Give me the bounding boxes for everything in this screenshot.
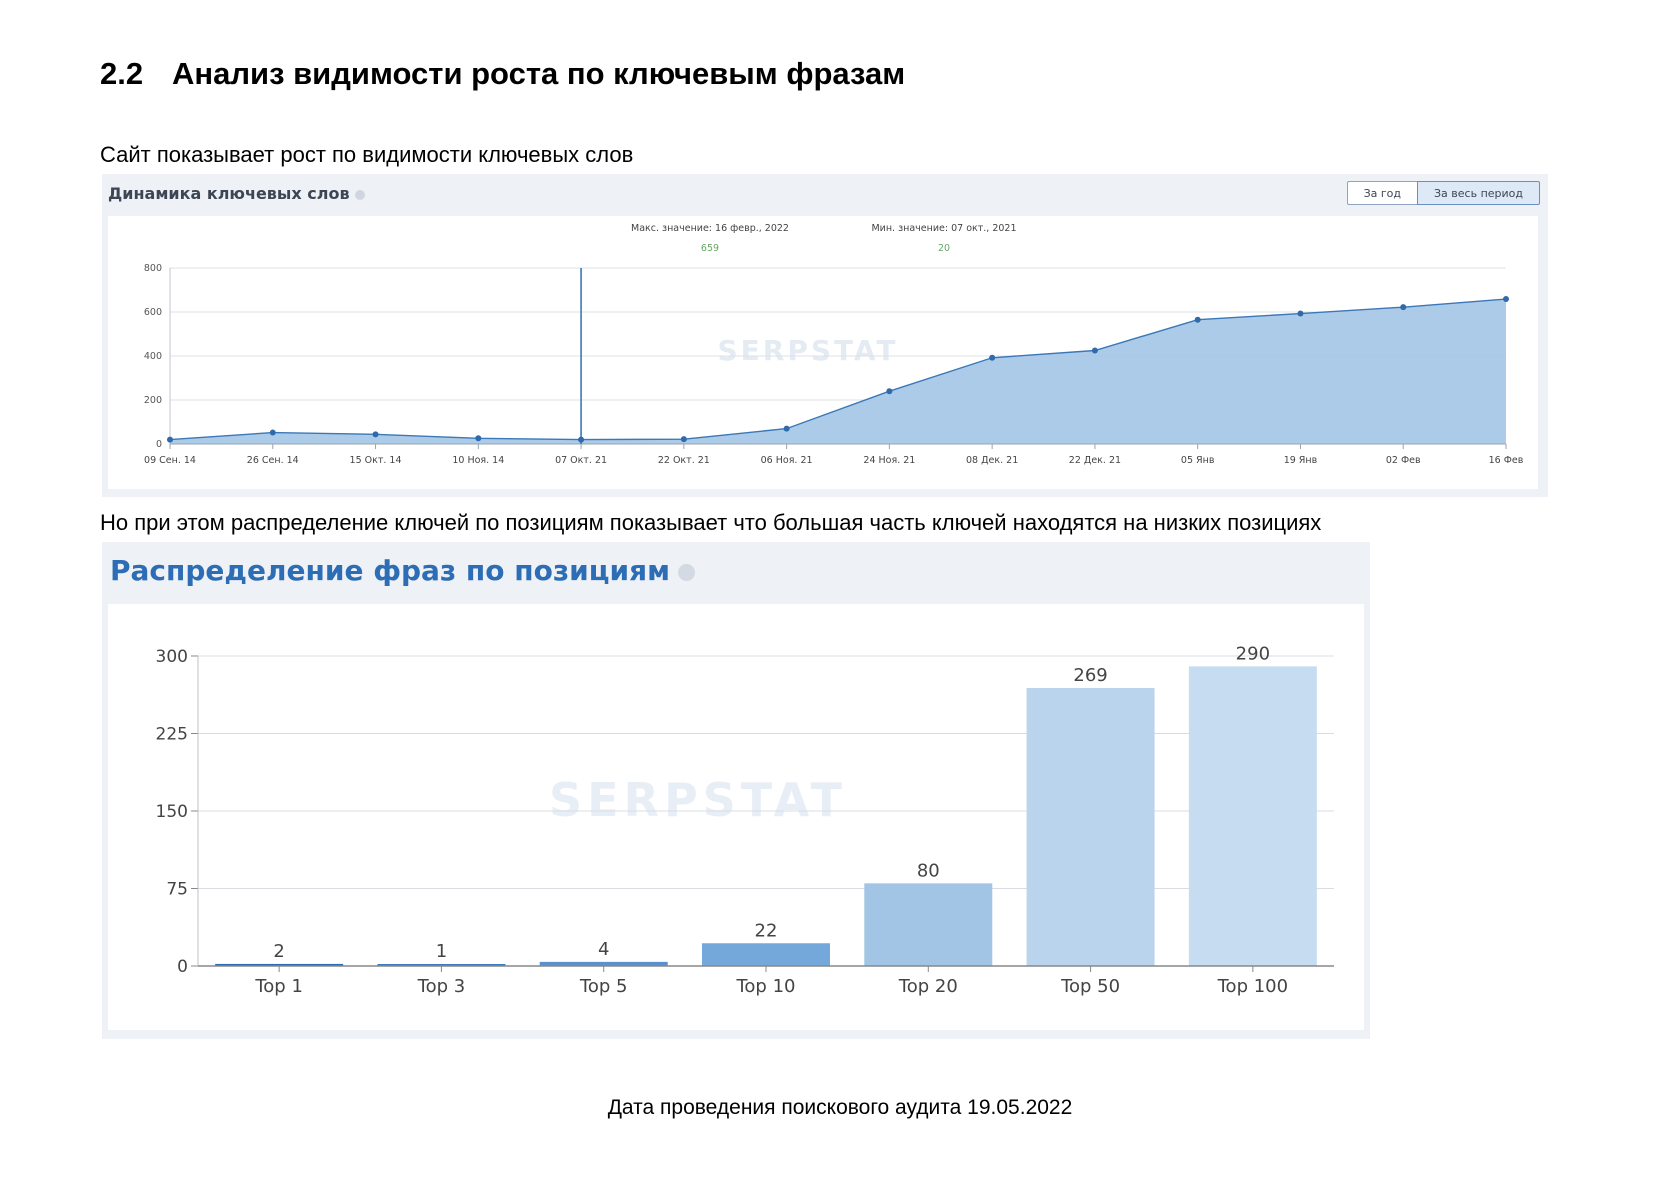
x-tick-label: 24 Ноя. 21 — [863, 455, 915, 466]
series-area — [170, 299, 1506, 444]
x-tick-label: Top 100 — [1217, 976, 1288, 997]
position-distribution-chart: SERPSTAT 0 75 150 225 300 2 Top 1 1 Top 3 4 Top 5 22… — [108, 604, 1364, 1030]
y-tick-label: 800 — [144, 263, 162, 274]
min-annotation-value: 20 — [938, 243, 950, 254]
bar — [539, 961, 668, 966]
x-tick-label: 26 Сен. 14 — [247, 455, 299, 466]
bar — [377, 964, 506, 966]
data-point — [1503, 296, 1509, 303]
data-point — [783, 425, 790, 432]
audit-date: Дата проведения поискового аудита 19.05.… — [607, 1096, 1073, 1119]
y-tick-label: 150 — [156, 802, 188, 822]
max-annotation-label: Макс. значение: 16 февр., 2022 — [631, 223, 789, 234]
bar — [1188, 666, 1317, 966]
period-year-button[interactable]: За год — [1346, 181, 1417, 205]
y-tick-label: 200 — [144, 395, 162, 406]
bar — [1026, 688, 1155, 966]
info-icon[interactable] — [354, 189, 365, 200]
data-point — [372, 431, 379, 438]
paragraph-position-distribution: Но при этом распределение ключей по пози… — [100, 510, 1322, 535]
x-tick-label: Top 50 — [1060, 976, 1120, 997]
x-tick-label: 22 Дек. 21 — [1069, 455, 1121, 466]
keyword-dynamics-title-text: Динамика ключевых слов — [108, 184, 350, 203]
bar-value-label: 2 — [273, 941, 284, 962]
x-tick-label: Top 20 — [898, 976, 958, 997]
position-distribution-widget: Распределение фраз по позициям SERPSTAT 0… — [102, 542, 1370, 1039]
bar-value-label: 22 — [755, 920, 778, 941]
x-tick-label: 07 Окт. 21 — [555, 455, 607, 466]
info-icon[interactable] — [677, 563, 695, 581]
x-tick-label: 09 Сен. 14 — [144, 455, 196, 466]
data-point — [578, 436, 585, 443]
min-annotation-label: Мин. значение: 07 окт., 2021 — [871, 223, 1016, 234]
paragraph-visibility-growth: Сайт показывает рост по видимости ключев… — [100, 142, 634, 167]
data-point — [167, 436, 173, 443]
y-tick-label: 300 — [156, 647, 188, 667]
keyword-dynamics-svg: SERPSTAT 0 200 400 600 800 09 Сен. 14 26 Сен. 1… — [144, 223, 1524, 466]
period-all-button[interactable]: За весь период — [1417, 181, 1540, 205]
x-tick-label: 10 Ноя. 14 — [452, 455, 504, 466]
data-point — [269, 429, 276, 436]
x-tick-label: 15 Окт. 14 — [350, 455, 402, 466]
data-point — [989, 354, 996, 361]
x-tick-label: 19 Янв — [1284, 455, 1318, 466]
x-tick-label: Top 1 — [254, 976, 303, 997]
section-number: 2.2 — [100, 56, 144, 91]
x-tick-label: Top 5 — [579, 976, 628, 997]
y-tick-label: 75 — [166, 880, 188, 900]
position-distribution-svg: SERPSTAT 0 75 150 225 300 2 Top 1 1 Top 3 4 Top 5 22… — [156, 643, 1334, 997]
x-tick-label: 08 Дек. 21 — [966, 455, 1018, 466]
y-tick-label: 0 — [177, 957, 188, 977]
series-line — [169, 298, 1507, 441]
keyword-dynamics-title: Динамика ключевых слов — [108, 184, 365, 203]
data-point — [475, 435, 482, 442]
keyword-dynamics-widget: Динамика ключевых слов За год За весь пе… — [102, 174, 1548, 497]
bar-value-label: 80 — [917, 860, 940, 881]
data-point — [886, 388, 893, 395]
data-point — [1091, 347, 1098, 354]
watermark: SERPSTAT — [549, 773, 847, 827]
section-heading: 2.2 Анализ видимости роста по ключевым фр… — [100, 56, 905, 92]
y-tick-label: 600 — [144, 307, 162, 318]
data-point — [1194, 316, 1201, 323]
bar — [702, 943, 830, 966]
max-annotation-value: 659 — [701, 243, 719, 254]
y-tick-label: 225 — [156, 725, 188, 745]
position-distribution-title: Распределение фраз по позициям — [110, 554, 695, 587]
data-point — [680, 436, 687, 443]
position-distribution-title-text: Распределение фраз по позициям — [110, 554, 670, 587]
section-title: Анализ видимости роста по ключевым фраза… — [172, 56, 906, 91]
y-tick-label: 0 — [156, 439, 162, 450]
bar-value-label: 4 — [598, 939, 609, 960]
bar-value-label: 290 — [1236, 643, 1270, 664]
data-point — [1297, 310, 1304, 317]
x-tick-label: 02 Фев — [1386, 455, 1421, 466]
x-tick-label: Top 10 — [735, 976, 795, 997]
x-tick-label: 06 Ноя. 21 — [761, 455, 813, 466]
x-tick-label: 22 Окт. 21 — [658, 455, 710, 466]
x-tick-label: Top 3 — [417, 976, 466, 997]
bar — [864, 883, 993, 966]
data-point — [1400, 304, 1407, 311]
bar-value-label: 1 — [436, 941, 447, 962]
period-toggle: За год За весь период — [1346, 181, 1540, 205]
bar-value-label: 269 — [1073, 665, 1107, 686]
bar — [215, 963, 344, 966]
keyword-dynamics-chart: SERPSTAT 0 200 400 600 800 09 Сен. 14 26 Сен. 1… — [108, 216, 1538, 489]
watermark: SERPSTAT — [717, 334, 898, 367]
y-tick-label: 400 — [144, 351, 162, 362]
x-tick-label: 16 Фев — [1489, 455, 1524, 466]
x-tick-label: 05 Янв — [1181, 455, 1215, 466]
